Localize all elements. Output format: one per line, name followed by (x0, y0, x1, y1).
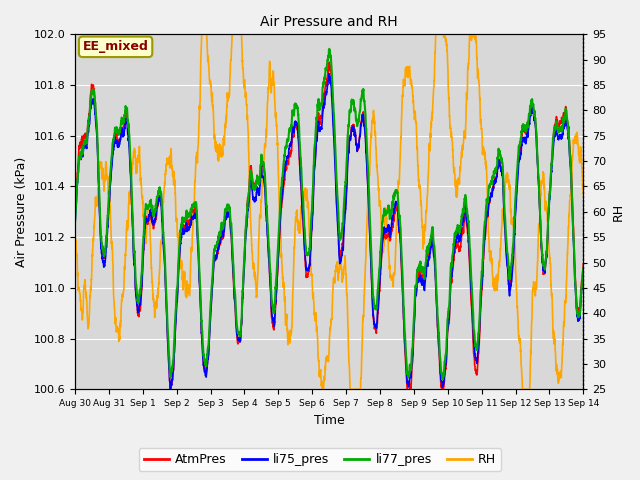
Text: EE_mixed: EE_mixed (83, 40, 148, 53)
Legend: AtmPres, li75_pres, li77_pres, RH: AtmPres, li75_pres, li77_pres, RH (139, 448, 501, 471)
Y-axis label: RH: RH (612, 203, 625, 221)
X-axis label: Time: Time (314, 414, 344, 427)
Y-axis label: Air Pressure (kPa): Air Pressure (kPa) (15, 156, 28, 267)
Title: Air Pressure and RH: Air Pressure and RH (260, 15, 398, 29)
